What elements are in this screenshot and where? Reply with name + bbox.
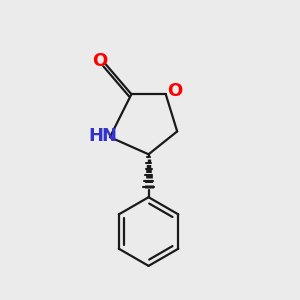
Text: O: O — [92, 52, 107, 70]
Text: H: H — [89, 127, 104, 145]
Text: O: O — [167, 82, 182, 100]
Text: N: N — [101, 127, 116, 145]
